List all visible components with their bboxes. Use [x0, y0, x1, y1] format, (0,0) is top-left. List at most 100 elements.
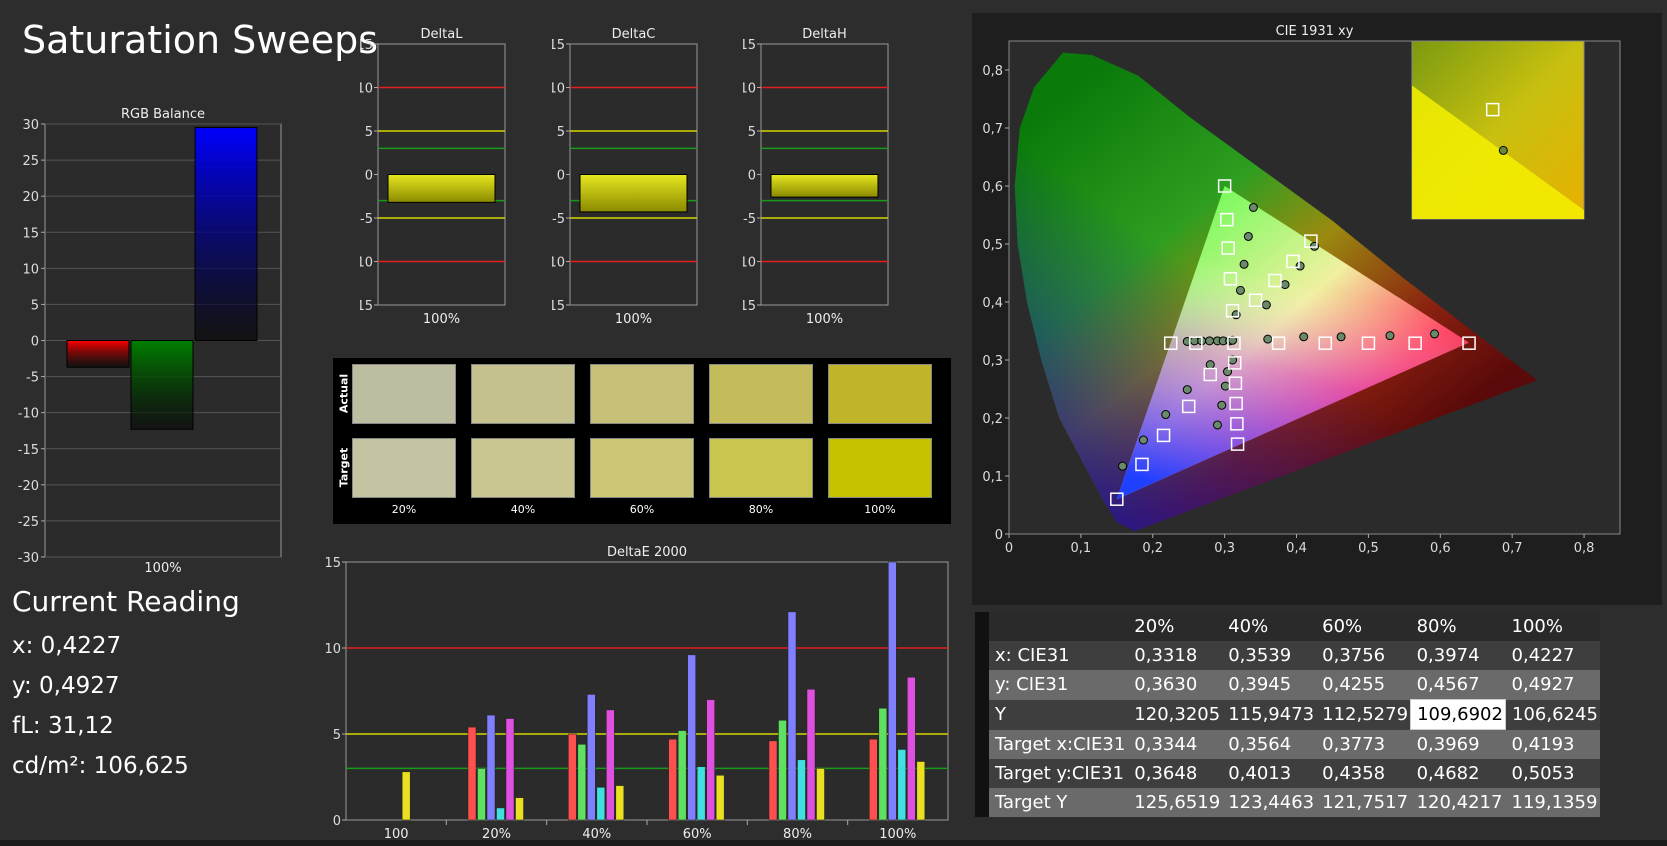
- x-tick-label: 0: [1005, 541, 1013, 556]
- table-cell[interactable]: 0,3539: [1222, 641, 1317, 670]
- target-point: [1163, 336, 1178, 350]
- table-cell[interactable]: 106,6245: [1505, 699, 1600, 730]
- table-cell[interactable]: 0,4927: [1505, 670, 1600, 700]
- table-cell[interactable]: 0,4358: [1316, 759, 1411, 788]
- y-tick-label: 25: [22, 154, 39, 169]
- target-point: [1227, 336, 1241, 350]
- y-tick-label: -15: [360, 299, 373, 314]
- target-point: [1181, 399, 1196, 414]
- x-tick-label: 0,3: [1214, 541, 1235, 556]
- y-tick-label: 0: [995, 528, 1003, 543]
- table-cell[interactable]: 0,3974: [1410, 641, 1506, 670]
- y-tick-label: 0: [31, 335, 39, 350]
- table-cell[interactable]: 0,4682: [1410, 759, 1506, 788]
- table-cell[interactable]: 0,3773: [1316, 729, 1411, 759]
- table-cell[interactable]: 0,3756: [1316, 641, 1411, 670]
- measured-point: [1205, 360, 1215, 370]
- table-row-label: Target y:CIE31: [989, 759, 1129, 788]
- deltal-chart: 15 10 5 0 -5 -10 -15 DeltaL 100%: [360, 27, 506, 327]
- table-cell[interactable]: 0,3564: [1222, 729, 1317, 759]
- measured-point: [1295, 261, 1305, 271]
- actual-swatch: [709, 364, 813, 424]
- bar: [579, 174, 688, 213]
- target-point: [1361, 336, 1376, 350]
- table-cell[interactable]: 0,4567: [1410, 670, 1506, 700]
- bar: [797, 759, 806, 821]
- bar: [770, 174, 879, 198]
- table-row[interactable]: Target x:CIE31 0,3344 0,3564 0,3773 0,39…: [975, 729, 1600, 759]
- bar: [477, 768, 486, 821]
- measured-point: [1182, 385, 1192, 395]
- swatch-level-label: 20%: [391, 503, 417, 516]
- measured-point: [1299, 332, 1309, 342]
- x-tick-label: 0,1: [1071, 541, 1092, 556]
- bar: [706, 699, 715, 821]
- table-cell[interactable]: 120,3205: [1128, 699, 1223, 730]
- table-row[interactable]: x: CIE31 0,3318 0,3539 0,3756 0,3974 0,4…: [975, 641, 1600, 670]
- table-cell[interactable]: 0,3630: [1128, 670, 1223, 700]
- table-cell[interactable]: 0,4013: [1222, 759, 1317, 788]
- table-cell[interactable]: 125,6519: [1128, 788, 1223, 817]
- y-tick-label: 0: [557, 169, 565, 184]
- bar: [587, 694, 596, 821]
- target-point: [1228, 376, 1243, 390]
- table-row[interactable]: Y 120,3205 115,9473 112,5279 109,6902 10…: [975, 699, 1600, 730]
- table-cell[interactable]: 0,3945: [1222, 670, 1317, 700]
- bar: [768, 740, 778, 821]
- y-tick-label: 0,3: [982, 354, 1003, 369]
- y-tick-label: 15: [743, 38, 756, 53]
- table-row[interactable]: y: CIE31 0,3630 0,3945 0,4255 0,4567 0,4…: [975, 670, 1600, 700]
- y-tick-label: 10: [743, 82, 756, 97]
- y-tick-label: -5: [552, 212, 565, 227]
- inset-measured-point: [1498, 145, 1508, 155]
- table-row[interactable]: Target Y 125,6519 123,4463 121,7517 120,…: [975, 788, 1600, 817]
- target-point: [1230, 417, 1244, 431]
- table-cell[interactable]: 0,4227: [1505, 641, 1600, 670]
- y-tick-label: 0,8: [982, 64, 1003, 79]
- bar: [888, 561, 897, 821]
- y-tick-label: -15: [743, 299, 756, 314]
- target-swatch: [352, 438, 456, 498]
- reading-cdm2: cd/m²: 106,625: [12, 753, 189, 779]
- y-tick-label: 20: [22, 190, 39, 205]
- bar: [66, 340, 130, 368]
- target-point: [1271, 336, 1286, 350]
- bar: [778, 719, 787, 821]
- table-cell[interactable]: 0,3648: [1128, 759, 1223, 788]
- bar: [387, 174, 496, 203]
- table-cell[interactable]: 112,5279: [1316, 699, 1411, 730]
- table-row-marker: [975, 612, 989, 641]
- swatch-row-label: Target: [337, 447, 351, 488]
- measured-point: [1235, 285, 1245, 295]
- table-cell[interactable]: 0,3318: [1128, 641, 1223, 670]
- table-cell[interactable]: 0,3969: [1410, 729, 1506, 759]
- y-tick-label: 15: [22, 226, 39, 241]
- table-cell[interactable]: 0,3344: [1128, 729, 1223, 759]
- table-row[interactable]: Target y:CIE31 0,3648 0,4013 0,4358 0,46…: [975, 759, 1600, 788]
- table-cell[interactable]: 121,7517: [1316, 788, 1411, 817]
- target-point: [1203, 367, 1218, 382]
- table-row-marker: [975, 788, 989, 817]
- table-row-marker: [975, 729, 989, 759]
- actual-swatch: [590, 364, 694, 424]
- target-point: [1221, 241, 1235, 255]
- table-cell-selected[interactable]: 109,6902: [1410, 699, 1507, 730]
- y-tick-label: 10: [552, 82, 565, 97]
- bar: [486, 714, 496, 821]
- table-cell[interactable]: 0,4193: [1505, 729, 1600, 759]
- table-cell[interactable]: 119,1359: [1505, 788, 1600, 817]
- x-tick-label: 0,8: [1574, 541, 1595, 556]
- deltac-chart: 15 10 5 0 -5 -10 -15 DeltaC 100%: [552, 27, 698, 327]
- table-cell[interactable]: 123,4463: [1222, 788, 1317, 817]
- table-row-label: x: CIE31: [989, 641, 1129, 670]
- chart-title: RGB Balance: [121, 107, 205, 122]
- bar: [687, 654, 696, 821]
- x-tick-label: 80%: [783, 827, 812, 842]
- table-cell[interactable]: 115,9473: [1222, 699, 1317, 730]
- y-tick-label: 0: [748, 169, 756, 184]
- reading-x: x: 0,4227: [12, 633, 122, 659]
- table-cell[interactable]: 0,5053: [1505, 759, 1600, 788]
- table-cell[interactable]: 120,4217: [1410, 788, 1506, 817]
- current-reading-heading: Current Reading: [12, 585, 240, 618]
- table-cell[interactable]: 0,4255: [1316, 670, 1411, 700]
